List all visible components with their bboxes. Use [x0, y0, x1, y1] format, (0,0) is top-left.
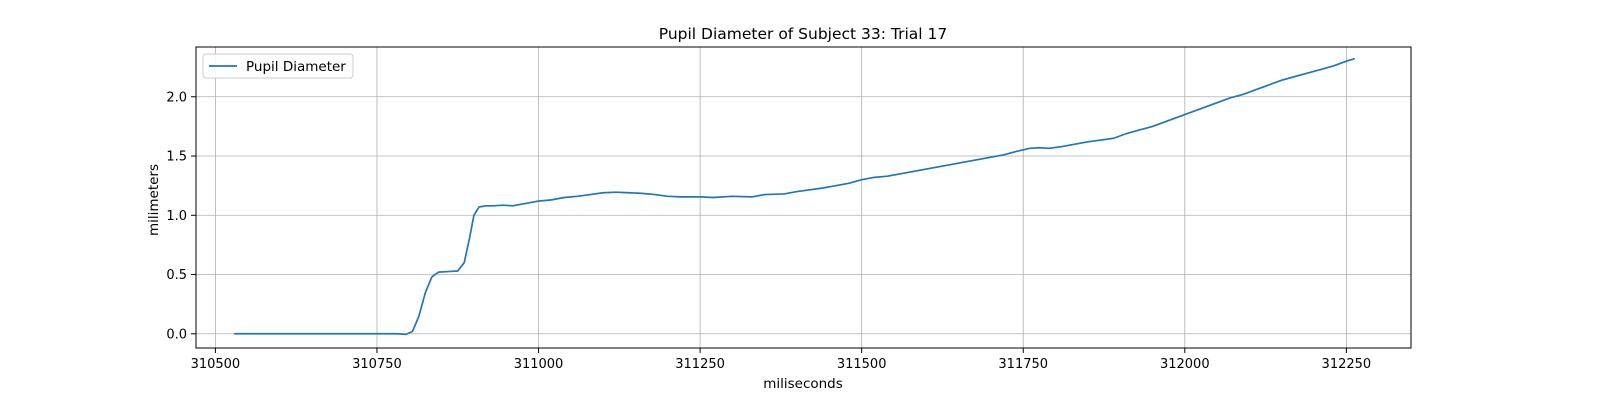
axis-ticks: 310500 310750 311000 311250 311500 311750 3120… [166, 90, 1371, 372]
x-tick-label: 312000 [1160, 357, 1210, 372]
y-tick-label: 2.0 [166, 90, 187, 105]
x-axis-label: miliseconds [763, 376, 843, 392]
chart-title: Pupil Diameter of Subject 33: Trial 17 [659, 25, 948, 43]
x-tick-label: 310750 [352, 357, 402, 372]
x-tick-label: 310500 [191, 357, 241, 372]
x-tick-label: 312250 [1322, 357, 1372, 372]
grid-lines [196, 47, 1411, 348]
y-tick-label: 0.5 [166, 268, 187, 283]
x-tick-label: 311000 [514, 357, 564, 372]
x-tick-label: 311750 [998, 357, 1048, 372]
legend: Pupil Diameter [202, 53, 354, 79]
series-line-pupil-diameter [233, 58, 1355, 336]
plot-frame [195, 46, 1412, 349]
y-axis-label: milimeters [146, 164, 162, 236]
legend-box [202, 53, 354, 79]
y-tick-label: 1.0 [166, 209, 187, 224]
x-tick-label: 311500 [837, 357, 887, 372]
legend-label: Pupil Diameter [246, 59, 346, 75]
y-tick-label: 0.0 [166, 327, 187, 342]
x-tick-label: 311250 [675, 357, 725, 372]
y-tick-label: 1.5 [166, 150, 187, 165]
series-layer [233, 58, 1355, 336]
